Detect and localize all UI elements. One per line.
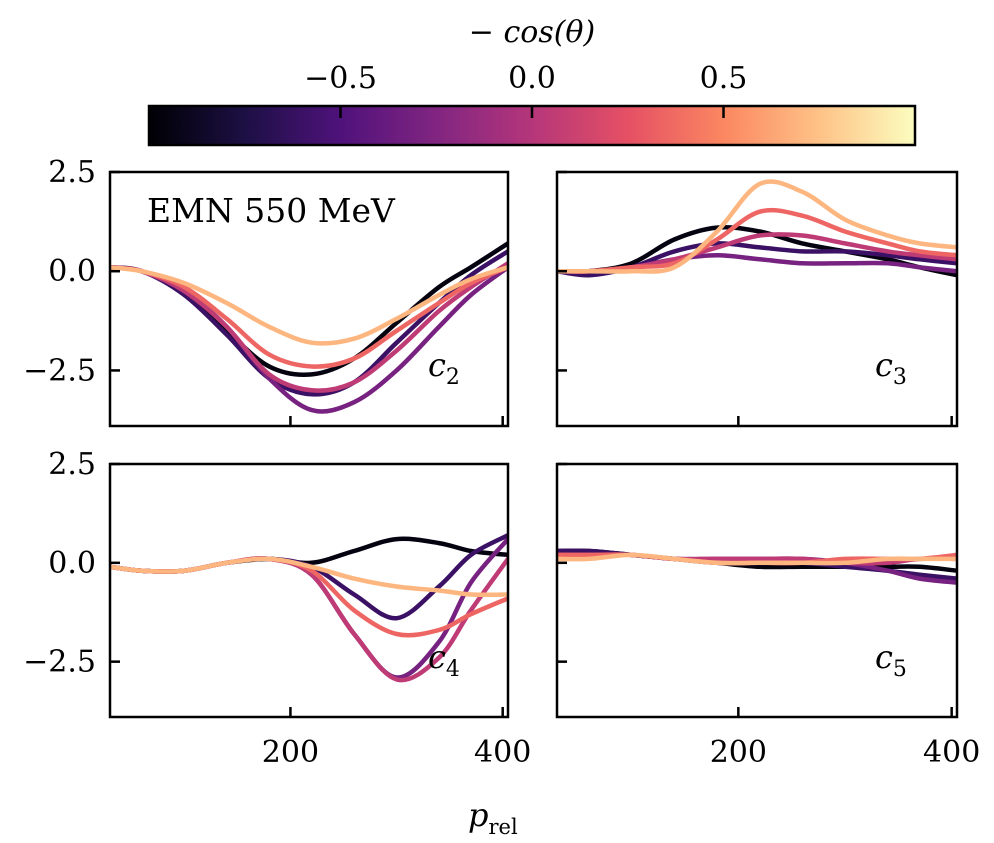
axes-frame: [108, 170, 510, 428]
y-tick-label: 0.0: [48, 254, 96, 289]
x-tick-label: 200: [710, 735, 767, 770]
series-line-6: [110, 556, 508, 598]
series-line-2: [110, 532, 508, 621]
model-annotation: EMN 550 MeV: [147, 191, 396, 230]
colorbar: − cos(θ) −0.5 0.0 0.5: [147, 15, 917, 147]
panel-c4: 200 400 2.5 0.0 −2.5 c4: [23, 447, 531, 770]
series-line-6: [110, 265, 508, 346]
panel-label: c4: [428, 638, 460, 682]
series-group: [557, 548, 957, 585]
panel-c2: 2.5 0.0 −2.5 c2: [23, 155, 510, 428]
colorbar-tick-label: 0.0: [508, 61, 556, 96]
x-axis-label: prel: [468, 796, 518, 839]
y-tick-label: 2.5: [48, 155, 96, 190]
panel-c5: 200 400 c5: [555, 462, 980, 770]
axes-frame: [108, 462, 510, 719]
colorbar-label: − cos(θ): [469, 15, 595, 50]
series-line-6: [557, 179, 957, 274]
series-line-6: [557, 552, 957, 566]
x-tick-label: 400: [474, 735, 531, 770]
axes-frame: [555, 170, 959, 428]
axes-frame: [555, 462, 959, 719]
x-tick-label: 400: [923, 735, 980, 770]
y-tick-label: −2.5: [23, 353, 96, 388]
colorbar-ticks: −0.5 0.0 0.5: [304, 61, 747, 118]
series-group: [110, 532, 508, 683]
panel-label: c5: [875, 638, 907, 682]
series-line-5: [557, 207, 957, 274]
y-tick-label: 0.0: [48, 546, 96, 581]
y-tick-label: 2.5: [48, 447, 96, 482]
colorbar-tick-label: 0.5: [700, 61, 748, 96]
y-tick-label: −2.5: [23, 645, 96, 680]
panel-label: c2: [428, 346, 460, 390]
x-tick-label: 200: [262, 735, 319, 770]
panel-label: c3: [875, 346, 907, 390]
panel-c3: c3: [555, 170, 959, 428]
series-group: [110, 241, 508, 414]
series-line-1: [110, 241, 508, 377]
series-line-4: [110, 261, 508, 393]
series-group: [557, 179, 957, 278]
colorbar-tick-label: −0.5: [304, 61, 377, 96]
